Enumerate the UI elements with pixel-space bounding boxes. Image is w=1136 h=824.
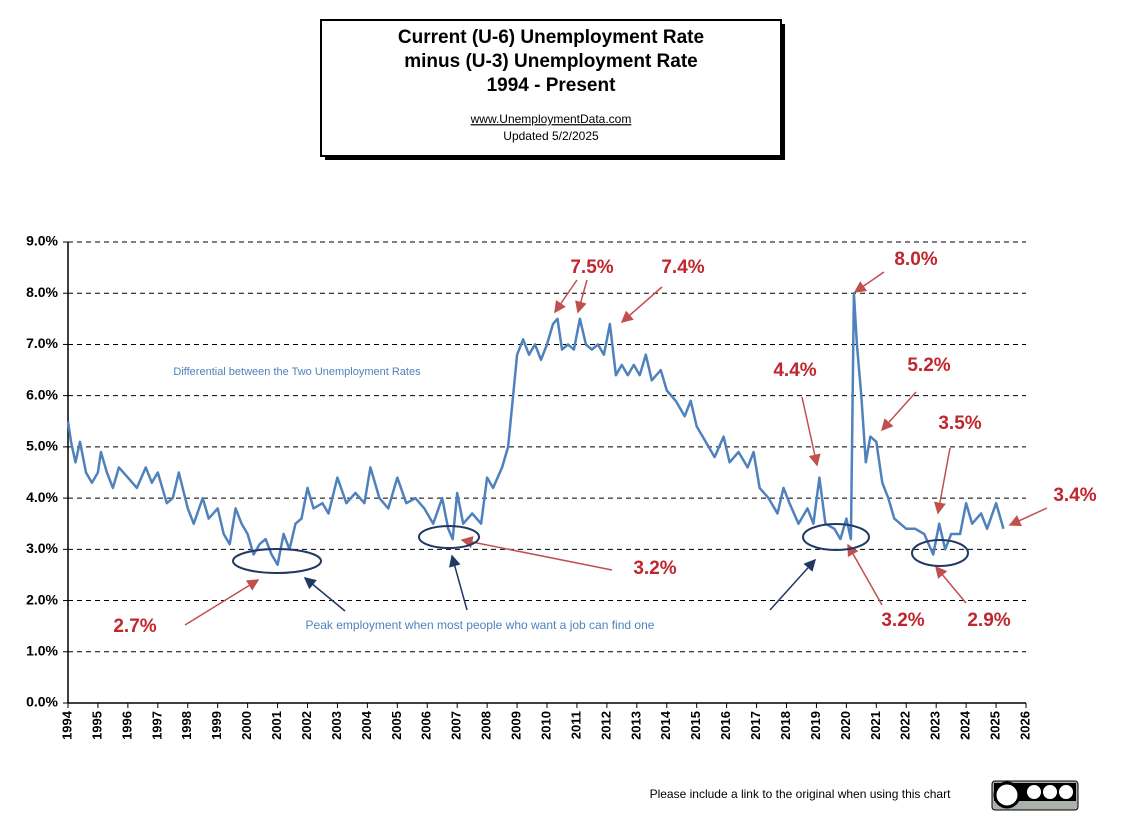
highlight-ellipse [802, 523, 870, 551]
annotation: 2.7% [113, 616, 156, 637]
highlight-ellipse [911, 539, 969, 567]
arrow [801, 396, 821, 467]
annotation: 7.5% [570, 257, 613, 278]
arrow [847, 543, 883, 606]
annotation: 3.5% [938, 413, 981, 434]
x-tick-label: 2001 [269, 711, 284, 740]
arrow [880, 391, 917, 432]
x-tick-label: 2000 [239, 711, 254, 740]
arrow [935, 565, 967, 604]
annotation: 8.0% [894, 249, 937, 270]
y-tick-label: 4.0% [26, 489, 58, 505]
x-tick-label: 2012 [598, 711, 613, 740]
arrow [769, 558, 817, 611]
x-tick-label: 2020 [838, 711, 853, 740]
updated: Updated 5/2/2025 [503, 129, 599, 143]
x-tick-label: 2016 [718, 711, 733, 740]
x-tick-label: 2011 [568, 711, 583, 739]
arrow [853, 271, 885, 293]
cc-badge [991, 780, 1079, 811]
x-tick-label: 2019 [808, 711, 823, 740]
x-tick-label: 1994 [59, 710, 74, 740]
arrow [1008, 507, 1048, 527]
x-tick-label: 2026 [1017, 711, 1032, 740]
arrow [460, 536, 613, 571]
x-tick-label: 2021 [868, 711, 883, 740]
y-tick-label: 1.0% [26, 642, 58, 658]
annotation: 3.2% [881, 610, 924, 631]
x-tick-label: 2003 [329, 711, 344, 740]
x-tick-label: 2024 [958, 710, 973, 740]
annotation: Differential between the Two Unemploymen… [173, 366, 421, 378]
x-tick-label: 1995 [89, 711, 104, 740]
annotation: 3.4% [1053, 485, 1096, 506]
x-tick-label: 2010 [538, 711, 553, 740]
x-tick-label: 2007 [449, 711, 464, 740]
x-tick-label: 2014 [658, 710, 673, 740]
x-tick-label: 1996 [119, 711, 134, 740]
chart-title: minus (U-3) Unemployment Rate [404, 51, 697, 72]
annotation: 2.9% [967, 610, 1010, 631]
arrow [620, 286, 663, 323]
highlight-ellipse [232, 548, 322, 574]
arrow [449, 554, 468, 611]
highlight-ellipse [418, 525, 480, 549]
x-tick-label: 2017 [748, 711, 763, 740]
x-tick-label: 2006 [419, 711, 434, 740]
arrow [934, 447, 951, 515]
x-tick-label: 1997 [149, 711, 164, 740]
y-tick-label: 9.0% [26, 233, 58, 249]
x-tick-label: 2009 [509, 711, 524, 740]
title-box [320, 19, 782, 157]
x-tick-label: 1998 [179, 711, 194, 740]
arrow [575, 279, 588, 314]
y-tick-label: 3.0% [26, 540, 58, 556]
y-tick-label: 5.0% [26, 438, 58, 454]
x-tick-label: 2005 [389, 711, 404, 740]
x-tick-label: 2013 [628, 711, 643, 740]
y-tick-label: 6.0% [26, 386, 58, 402]
footer: Please include a link to the original wh… [650, 787, 952, 801]
x-tick-label: 2015 [688, 711, 703, 740]
x-tick-label: 2018 [778, 711, 793, 740]
x-tick-label: 2023 [928, 711, 943, 740]
data-line [66, 291, 1005, 566]
y-tick-label: 0.0% [26, 694, 58, 710]
y-tick-label: 2.0% [26, 591, 58, 607]
annotation: 7.4% [661, 257, 704, 278]
annotation: 3.2% [633, 558, 676, 579]
arrow [184, 579, 260, 626]
annotation: Peak employment when most people who wan… [306, 618, 655, 632]
y-tick-label: 8.0% [26, 284, 58, 300]
annotation: 5.2% [907, 355, 950, 376]
chart-title: Current (U-6) Unemployment Rate [398, 27, 704, 48]
arrow [554, 279, 578, 314]
x-tick-label: 1999 [209, 711, 224, 740]
x-tick-label: 2022 [898, 711, 913, 740]
annotation: 4.4% [773, 360, 816, 381]
x-tick-label: 2008 [479, 711, 494, 740]
chart-title: 1994 - Present [487, 75, 617, 96]
x-tick-label: 2004 [359, 710, 374, 740]
y-tick-label: 7.0% [26, 335, 58, 351]
x-tick-label: 2025 [988, 711, 1003, 740]
arrow [303, 577, 346, 612]
source-link[interactable]: www.UnemploymentData.com [470, 112, 632, 126]
x-tick-label: 2002 [299, 711, 314, 740]
